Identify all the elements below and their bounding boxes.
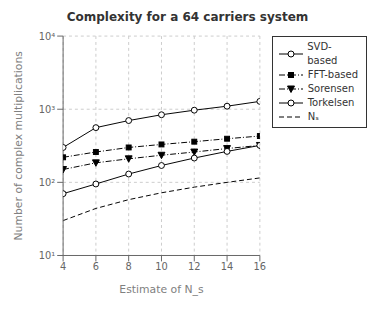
html-text:SVD-based: SVD-based — [307, 41, 338, 66]
svg-text:Number of complex multiplicati: Number of complex multiplications — [12, 51, 25, 241]
svg-text:12: 12 — [188, 261, 201, 272]
html-text:Nₛ: Nₛ — [307, 111, 319, 122]
svg-text:16: 16 — [254, 261, 267, 272]
svg-text:10⁴: 10⁴ — [39, 31, 56, 42]
svg-text:14: 14 — [221, 261, 234, 272]
svg-text:10¹: 10¹ — [39, 250, 56, 261]
svg-text:6: 6 — [93, 261, 99, 272]
svg-text:8: 8 — [126, 261, 132, 272]
svg-text:10: 10 — [155, 261, 168, 272]
svg-text:4: 4 — [60, 261, 66, 272]
html-text:Complexity for a 64 carriers s: Complexity for a 64 carriers system — [66, 10, 309, 24]
html-text:Sorensen: Sorensen — [307, 83, 355, 94]
svg-text:10²: 10² — [39, 177, 56, 188]
html-text:FFT-based: FFT-based — [307, 69, 358, 80]
svg-text:Estimate of N_s: Estimate of N_s — [119, 283, 204, 296]
html-text:Torkelsen: Torkelsen — [307, 97, 355, 108]
svg-text:10³: 10³ — [39, 104, 56, 115]
